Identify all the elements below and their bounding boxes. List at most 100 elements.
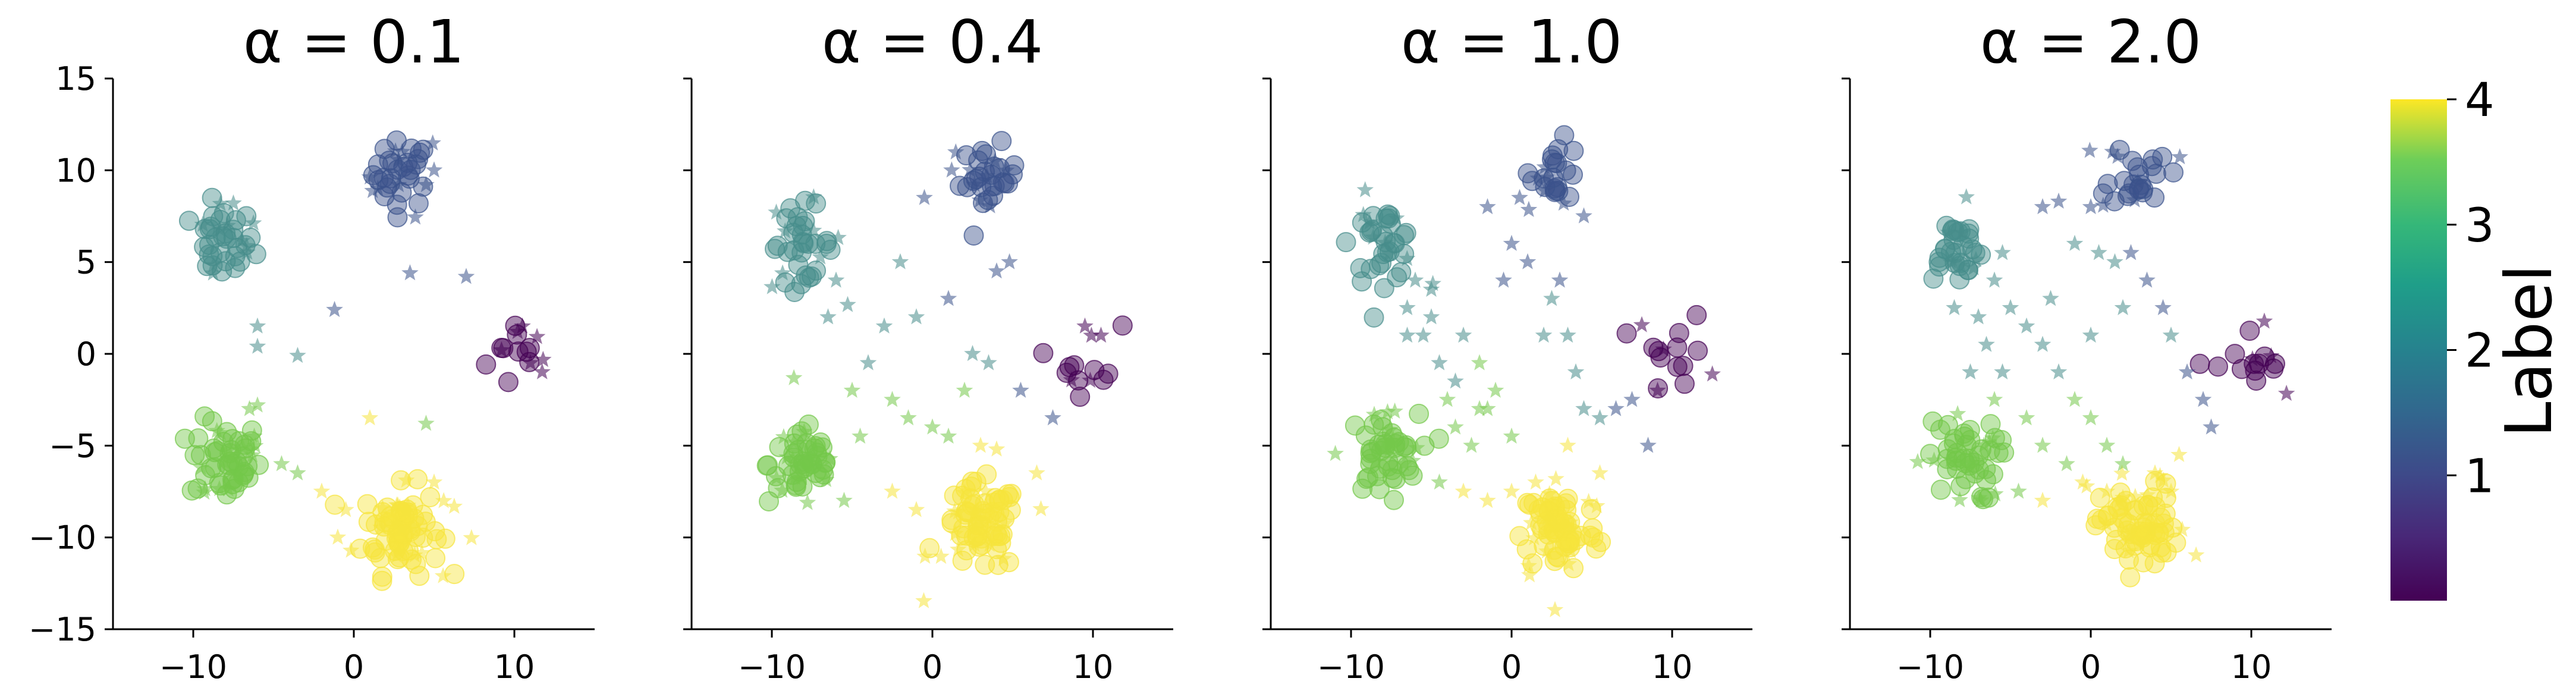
- scatter-point-star: [425, 473, 443, 490]
- scatter-point-star: [818, 470, 835, 487]
- colorbar-tick-label: 2: [2465, 325, 2495, 378]
- scatter-point-star: [947, 143, 965, 160]
- scatter-point-star: [343, 541, 360, 558]
- scatter-point-circle: [2150, 507, 2171, 528]
- scatter-point-star: [1044, 409, 1061, 426]
- panel-title: α = 0.4: [822, 7, 1043, 77]
- scatter-point-circle: [1616, 323, 1637, 344]
- x-tick-label: −10: [738, 648, 806, 686]
- scatter-point-circle: [2189, 353, 2210, 374]
- scatter-point-star: [2010, 482, 2027, 499]
- scatter-point-star: [397, 502, 414, 519]
- y-ticks: −15 −10 −5 0 5 10 15: [29, 60, 113, 648]
- scatter-point-circle: [367, 154, 388, 175]
- scatter-point-circle: [409, 566, 430, 586]
- scatter-point-star: [805, 221, 822, 238]
- scatter-point-star: [827, 271, 845, 288]
- scatter-point-star: [1958, 188, 1975, 205]
- scatter-point-star: [387, 142, 404, 159]
- scatter-point-star: [225, 194, 242, 211]
- scatter-point-star: [393, 520, 410, 537]
- scatter-panel-1: α = 0.1 −10 0 10 −15 −10 −5 0 5 10 15: [29, 7, 595, 686]
- scatter-point-star: [2114, 455, 2132, 472]
- scatter-point-star: [1704, 365, 1721, 382]
- scatter-point-star: [2122, 522, 2140, 538]
- scatter-point-star: [289, 347, 306, 363]
- scatter-point-star: [1520, 557, 1537, 573]
- scatter-point-circle: [184, 445, 205, 466]
- scatter-point-star: [1438, 391, 1456, 407]
- scatter-point-circle: [1591, 532, 1611, 553]
- scatter-point-star: [1404, 451, 1421, 468]
- scatter-point-star: [337, 501, 354, 517]
- scatter-point-star: [2194, 391, 2212, 407]
- x-tick-label: 0: [922, 648, 943, 686]
- scatter-point-star: [2066, 391, 2084, 407]
- scatter-point-circle: [799, 267, 819, 288]
- scatter-point-circle: [1563, 140, 1584, 161]
- scatter-point-circle: [1336, 232, 1356, 253]
- scatter-point-star: [1487, 381, 1504, 398]
- scatter-point-star: [388, 547, 406, 563]
- scatter-point-star: [1559, 327, 1576, 343]
- plot-points: [756, 131, 1133, 608]
- plot-points: [1327, 125, 1721, 617]
- scatter-point-star: [212, 194, 230, 211]
- scatter-point-star: [778, 448, 796, 464]
- scatter-point-star: [1479, 491, 1496, 508]
- scatter-point-star: [956, 484, 973, 501]
- scatter-point-star: [1447, 418, 1464, 435]
- scatter-point-circle: [400, 159, 421, 180]
- scatter-point-circle: [1112, 315, 1133, 336]
- scatter-point-star: [393, 143, 411, 159]
- scatter-point-star: [2082, 198, 2100, 215]
- scatter-point-star: [821, 450, 838, 466]
- colorbar-gradient: [2390, 99, 2447, 601]
- scatter-point-star: [1536, 158, 1554, 175]
- scatter-point-star: [835, 491, 853, 508]
- scatter-point-star: [812, 248, 829, 265]
- scatter-point-star: [364, 181, 381, 199]
- scatter-point-circle: [372, 570, 392, 591]
- scatter-point-star: [1994, 363, 2011, 379]
- scatter-point-star: [2104, 143, 2121, 159]
- scatter-point-circle: [1669, 323, 1689, 343]
- scatter-point-star: [1355, 206, 1372, 222]
- scatter-point-star: [2074, 473, 2091, 490]
- scatter-point-circle: [203, 206, 224, 227]
- scatter-point-star: [2034, 437, 2052, 453]
- scatter-point-star: [211, 220, 228, 237]
- scatter-point-star: [246, 427, 263, 444]
- scatter-point-star: [1591, 464, 1609, 481]
- colorbar-tick-label: 4: [2465, 74, 2495, 127]
- scatter-point-star: [1525, 529, 1543, 546]
- colorbar: 1 2 3 4 Label: [2390, 74, 2566, 601]
- scatter-point-circle: [2085, 515, 2106, 536]
- x-ticks: −10 0 10: [738, 629, 1113, 686]
- scatter-point-circle: [413, 139, 433, 160]
- scatter-point-star: [1580, 492, 1597, 509]
- scatter-point-circle: [2231, 359, 2252, 379]
- scatter-point-star: [2114, 495, 2131, 512]
- scatter-point-star: [374, 499, 391, 516]
- scatter-point-circle: [1382, 467, 1403, 488]
- scatter-point-star: [1588, 497, 1606, 514]
- scatter-point-star: [1633, 316, 1651, 332]
- scatter-point-star: [875, 317, 893, 334]
- scatter-point-star: [843, 381, 861, 398]
- scatter-point-star: [2082, 327, 2100, 343]
- scatter-point-star: [1384, 432, 1402, 448]
- scatter-point-star: [1431, 473, 1448, 490]
- scatter-point-star: [2126, 191, 2144, 208]
- scatter-point-star: [2171, 148, 2188, 165]
- scatter-point-star: [1559, 437, 1576, 453]
- scatter-point-star: [768, 203, 785, 220]
- x-tick-label: −10: [1317, 648, 1385, 686]
- colorbar-label: Label: [2492, 264, 2566, 437]
- scatter-point-star: [1971, 489, 1988, 506]
- colorbar-ticks: 1 2 3 4: [2447, 74, 2495, 503]
- scatter-point-circle: [1387, 267, 1408, 288]
- scatter-point-star: [2018, 317, 2035, 334]
- scatter-point-star: [1946, 299, 1963, 315]
